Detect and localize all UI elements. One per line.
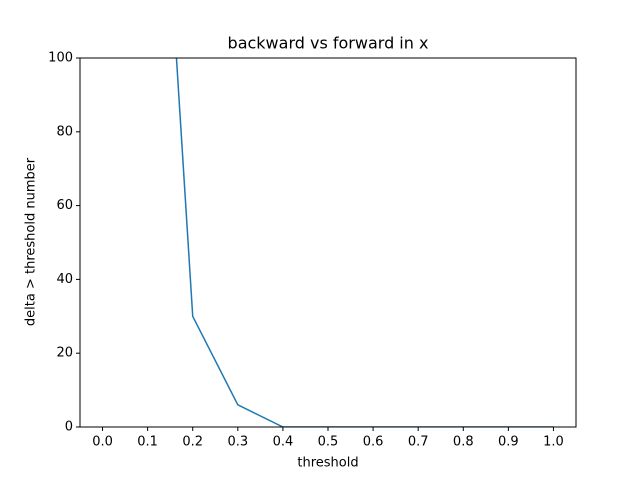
y-axis-label: delta > threshold number xyxy=(24,157,39,326)
x-tick-label: 0.0 xyxy=(92,435,113,450)
x-tick-label: 0.2 xyxy=(182,435,203,450)
chart-title: backward vs forward in x xyxy=(228,34,429,53)
x-tick-label: 0.4 xyxy=(273,435,294,450)
data-line xyxy=(175,58,554,427)
x-tick-label: 1.0 xyxy=(543,435,564,450)
y-tick-label: 40 xyxy=(56,272,73,287)
y-tick-label: 20 xyxy=(56,346,73,361)
x-tick-label: 0.3 xyxy=(227,435,248,450)
x-tick-label: 0.7 xyxy=(408,435,429,450)
x-axis-label: threshold xyxy=(297,456,358,471)
axes-frame xyxy=(79,57,577,428)
y-tick-label: 100 xyxy=(48,51,73,66)
y-tick-label: 0 xyxy=(65,420,73,435)
y-tick-label: 60 xyxy=(56,198,73,213)
x-tick-label: 0.8 xyxy=(453,435,474,450)
x-tick-label: 0.9 xyxy=(498,435,519,450)
y-tick-label: 80 xyxy=(56,124,73,139)
x-tick-label: 0.1 xyxy=(137,435,158,450)
x-tick-label: 0.5 xyxy=(318,435,339,450)
x-tick-label: 0.6 xyxy=(363,435,384,450)
plot-area xyxy=(175,58,554,427)
